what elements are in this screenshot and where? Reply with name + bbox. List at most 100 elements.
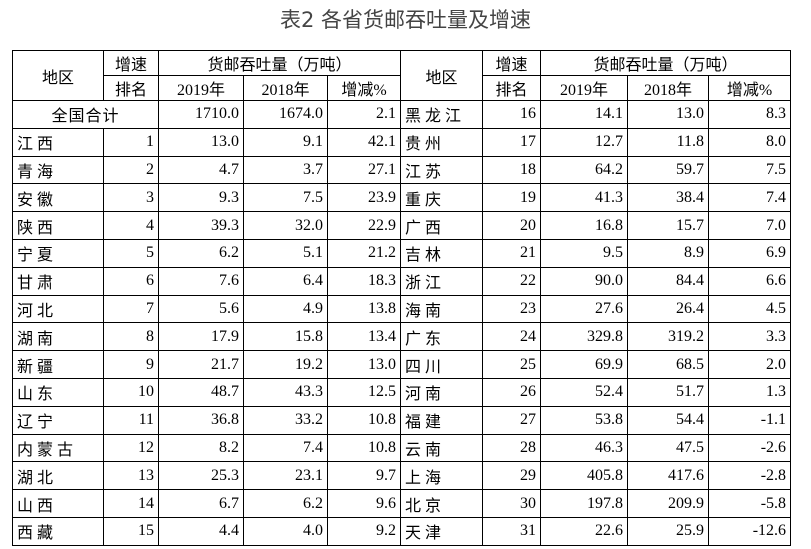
table-cell: 1710.0 bbox=[158, 100, 244, 129]
table-cell: 22.6 bbox=[540, 516, 629, 546]
table-cell: 8 bbox=[103, 322, 159, 352]
table-cell: -2.6 bbox=[708, 433, 792, 463]
data-row: 青海 2 4.7 3.7 27.1 江苏 18 64.2 59.7 7.5 bbox=[12, 155, 792, 185]
table-cell: 69.9 bbox=[540, 350, 629, 379]
header-cell: 地区 bbox=[12, 50, 104, 101]
table-cell: 1 bbox=[103, 127, 159, 157]
table-cell: 329.8 bbox=[540, 322, 629, 352]
table-cell: 84.4 bbox=[627, 266, 710, 296]
table-cell: 甘肃 bbox=[12, 266, 104, 296]
table-cell: 天津 bbox=[400, 516, 484, 546]
table-cell: 19.2 bbox=[243, 350, 328, 379]
table-cell: 11 bbox=[103, 405, 159, 435]
table-cell: 19 bbox=[482, 183, 542, 213]
header-cell: 2018年 bbox=[243, 75, 328, 101]
table-cell: 30 bbox=[482, 489, 542, 518]
data-row: 全国合计 1710.0 1674.0 2.1 黑龙江 16 14.1 13.0 8.3 bbox=[12, 100, 792, 129]
table-cell: 10 bbox=[103, 377, 159, 407]
table-cell: 9.2 bbox=[326, 516, 402, 546]
table-cell: 5 bbox=[103, 238, 159, 268]
table-cell: 云南 bbox=[400, 433, 484, 463]
table-cell: 12.7 bbox=[540, 127, 629, 157]
table-cell: 9.6 bbox=[326, 489, 402, 518]
table-cell: 6.7 bbox=[158, 489, 244, 518]
table-cell: 25.9 bbox=[627, 516, 710, 546]
table-cell: 21 bbox=[482, 238, 542, 268]
table-cell: 417.6 bbox=[627, 461, 710, 491]
table-cell: 9.5 bbox=[540, 238, 629, 268]
data-row: 宁夏 5 6.2 5.1 21.2 吉林 21 9.5 8.9 6.9 bbox=[12, 238, 792, 268]
data-row: 新疆 9 21.7 19.2 13.0 四川 25 69.9 68.5 2.0 bbox=[12, 350, 792, 379]
table-cell: 13.0 bbox=[627, 100, 710, 129]
header-cell: 增速 bbox=[482, 50, 542, 76]
data-row: 山东 10 48.7 43.3 12.5 河南 26 52.4 51.7 1.3 bbox=[12, 377, 792, 407]
table-cell: 8.9 bbox=[627, 238, 710, 268]
table-cell: 四川 bbox=[400, 350, 484, 379]
table-cell: 27 bbox=[482, 405, 542, 435]
table-cell: 全国合计 bbox=[12, 100, 159, 129]
table-cell: 59.7 bbox=[627, 155, 710, 185]
table-cell: 北京 bbox=[400, 489, 484, 518]
header-cell: 排名 bbox=[103, 75, 159, 101]
table-cell: 33.2 bbox=[243, 405, 328, 435]
table-cell: 4.4 bbox=[158, 516, 244, 546]
table-cell: 7 bbox=[103, 294, 159, 324]
table-cell: 36.8 bbox=[158, 405, 244, 435]
header-cell: 增减% bbox=[708, 75, 792, 101]
data-row: 西藏 15 4.4 4.0 9.2 天津 31 22.6 25.9 -12.6 bbox=[12, 516, 792, 546]
table-body: 地区 增速 货邮吞吐量（万吨） 地区 增速 货邮吞吐量（万吨） 排名 2019年… bbox=[12, 50, 792, 546]
table-cell: 海南 bbox=[400, 294, 484, 324]
table-cell: 4.5 bbox=[708, 294, 792, 324]
table-cell: 3.7 bbox=[243, 155, 328, 185]
table-cell: 宁夏 bbox=[12, 238, 104, 268]
table-cell: 14.1 bbox=[540, 100, 629, 129]
table-cell: 12 bbox=[103, 433, 159, 463]
table-cell: 5.1 bbox=[243, 238, 328, 268]
table-cell: 15.7 bbox=[627, 211, 710, 240]
table-cell: 18.3 bbox=[326, 266, 402, 296]
table-cell: 9.1 bbox=[243, 127, 328, 157]
table-cell: 6.2 bbox=[158, 238, 244, 268]
table-cell: 15 bbox=[103, 516, 159, 546]
header-cell: 货邮吞吐量（万吨） bbox=[157, 50, 402, 76]
table-cell: 9.7 bbox=[326, 461, 402, 491]
table-cell: 51.7 bbox=[627, 377, 710, 407]
table-cell: 湖北 bbox=[12, 461, 104, 491]
table-cell: 上海 bbox=[400, 461, 484, 491]
table-cell: 52.4 bbox=[540, 377, 629, 407]
table-cell: 江苏 bbox=[400, 155, 484, 185]
table-cell: 3 bbox=[103, 183, 159, 213]
table-cell: 吉林 bbox=[400, 238, 484, 268]
table-cell: 河南 bbox=[400, 377, 484, 407]
table-cell: 16 bbox=[482, 100, 542, 129]
table-cell: 23.9 bbox=[326, 183, 402, 213]
table-cell: 8.3 bbox=[708, 100, 792, 129]
table-cell: 黑龙江 bbox=[400, 100, 484, 129]
table-cell: 46.3 bbox=[540, 433, 629, 463]
table-cell: 13 bbox=[103, 461, 159, 491]
data-row: 内蒙古 12 8.2 7.4 10.8 云南 28 46.3 47.5 -2.6 bbox=[12, 433, 792, 463]
table-cell: 2 bbox=[103, 155, 159, 185]
table-cell: 6.4 bbox=[243, 266, 328, 296]
table-cell: 15.8 bbox=[243, 322, 328, 352]
table-cell: 197.8 bbox=[540, 489, 629, 518]
header-cell: 排名 bbox=[482, 75, 542, 101]
table-title: 表2 各省货邮吞吐量及增速 bbox=[279, 8, 532, 32]
table-cell: 福建 bbox=[400, 405, 484, 435]
table-cell: 山东 bbox=[12, 377, 104, 407]
table-cell: 5.6 bbox=[158, 294, 244, 324]
table-cell: 28 bbox=[482, 433, 542, 463]
table-cell: 内蒙古 bbox=[12, 433, 104, 463]
table-cell: 38.4 bbox=[627, 183, 710, 213]
table-cell: 青海 bbox=[12, 155, 104, 185]
table-cell: 8.0 bbox=[708, 127, 792, 157]
header-cell: 货邮吞吐量（万吨） bbox=[540, 50, 792, 76]
table-cell: 2.0 bbox=[708, 350, 792, 379]
table-cell: 29 bbox=[482, 461, 542, 491]
data-row: 安徽 3 9.3 7.5 23.9 重庆 19 41.3 38.4 7.4 bbox=[12, 183, 792, 213]
table-cell: 4.9 bbox=[243, 294, 328, 324]
table-cell: 7.5 bbox=[243, 183, 328, 213]
table-cell: 13.0 bbox=[158, 127, 244, 157]
table-cell: -1.1 bbox=[708, 405, 792, 435]
